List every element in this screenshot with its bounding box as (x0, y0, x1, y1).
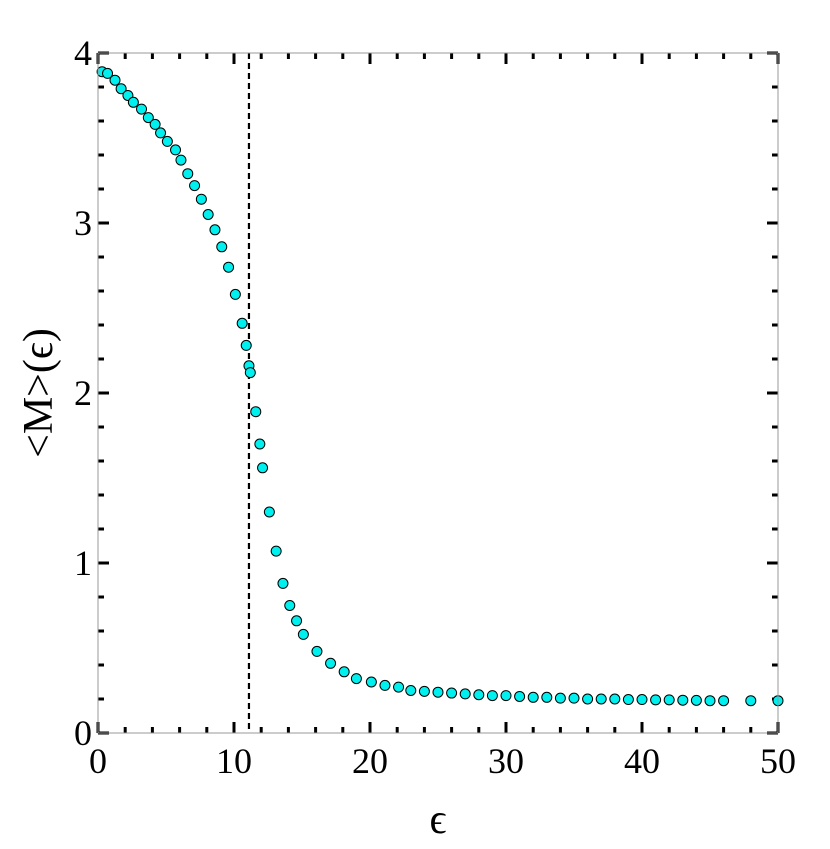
data-point (250, 406, 262, 418)
data-point (115, 83, 127, 95)
y-tick-label: 4 (74, 33, 92, 73)
data-point (568, 692, 580, 704)
x-tick-label: 10 (216, 741, 252, 781)
data-point (229, 288, 241, 300)
x-tick-labels: 0 10 20 30 40 50 (89, 741, 796, 781)
data-point (432, 686, 444, 698)
axis-ticks (96, 51, 780, 735)
data-point (338, 666, 350, 678)
data-point (582, 693, 594, 705)
data-point (284, 600, 296, 611)
x-tick-label: 30 (488, 741, 524, 781)
data-points (96, 66, 784, 707)
data-point (379, 679, 391, 691)
data-point (254, 438, 266, 450)
data-point (541, 691, 553, 703)
data-point (595, 693, 607, 705)
data-point (136, 103, 148, 115)
x-tick-label: 0 (89, 741, 107, 781)
y-tick-label: 1 (74, 543, 92, 583)
data-point (311, 645, 323, 657)
data-point (500, 690, 512, 702)
data-point (109, 74, 121, 86)
data-point (459, 688, 471, 700)
data-point (554, 692, 566, 704)
data-point (650, 694, 662, 706)
data-point (155, 127, 167, 139)
data-point (175, 154, 187, 166)
x-tick-label: 20 (352, 741, 388, 781)
data-point (636, 694, 648, 706)
data-point (189, 180, 201, 192)
x-tick-label: 50 (760, 741, 796, 781)
data-point (446, 687, 458, 699)
data-point (236, 317, 248, 329)
data-point (677, 694, 689, 706)
y-axis-label: <M>(ϵ) (16, 328, 62, 458)
plot-frame (97, 52, 779, 734)
data-point (161, 135, 173, 147)
data-point (240, 339, 252, 351)
data-point (209, 224, 221, 236)
data-point (745, 695, 757, 707)
data-point (663, 694, 675, 706)
data-point (257, 462, 269, 474)
data-point (263, 506, 275, 518)
y-tick-label: 3 (74, 203, 92, 243)
data-point (102, 67, 114, 79)
data-point (127, 96, 139, 108)
data-point (291, 615, 303, 627)
data-point (223, 261, 235, 273)
data-point (393, 681, 405, 693)
y-tick-label: 0 (74, 713, 92, 753)
data-point (244, 367, 256, 379)
data-point (216, 241, 228, 253)
data-point (149, 118, 161, 130)
data-point (527, 691, 539, 703)
data-point (142, 112, 154, 124)
data-point (609, 693, 621, 705)
data-point (690, 694, 702, 706)
data-point (195, 193, 207, 205)
data-point (350, 673, 362, 685)
data-point (202, 209, 214, 220)
data-point (297, 628, 309, 640)
data-point (514, 690, 526, 702)
data-point (365, 676, 377, 688)
data-point (405, 685, 417, 696)
data-point (325, 657, 337, 669)
x-tick-label: 40 (624, 741, 660, 781)
data-point (622, 694, 634, 706)
data-point (182, 168, 194, 180)
x-axis-label: ϵ (429, 797, 446, 843)
y-tick-labels: 0 1 2 3 4 (74, 33, 92, 753)
data-point (277, 577, 289, 589)
data-point (170, 144, 182, 156)
data-point (704, 695, 716, 707)
data-point (418, 685, 430, 697)
data-point (270, 545, 282, 557)
data-point (473, 689, 485, 701)
data-point (486, 690, 498, 702)
data-point (718, 695, 730, 707)
y-tick-label: 2 (74, 373, 92, 413)
